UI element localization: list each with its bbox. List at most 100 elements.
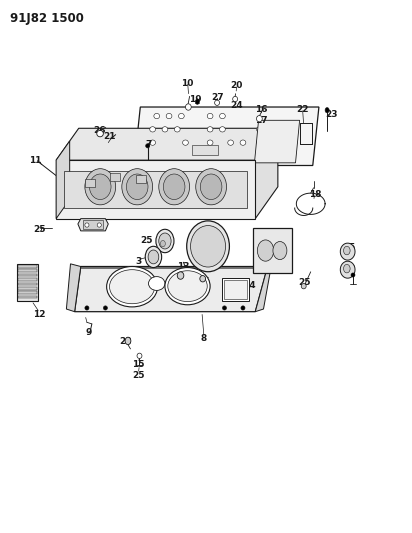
Ellipse shape bbox=[148, 250, 159, 264]
Ellipse shape bbox=[207, 140, 213, 146]
Ellipse shape bbox=[301, 284, 306, 289]
Polygon shape bbox=[75, 266, 267, 312]
Text: 7: 7 bbox=[145, 140, 152, 149]
Bar bbox=[110, 173, 120, 181]
Text: 20: 20 bbox=[231, 81, 243, 90]
Ellipse shape bbox=[257, 116, 262, 122]
Bar bbox=[17, 264, 37, 301]
Ellipse shape bbox=[107, 266, 157, 307]
Text: 91J82 1500: 91J82 1500 bbox=[10, 12, 84, 26]
Ellipse shape bbox=[187, 221, 229, 272]
Ellipse shape bbox=[207, 114, 213, 119]
Ellipse shape bbox=[159, 233, 171, 249]
Bar bbox=[64, 171, 247, 208]
Bar bbox=[192, 146, 218, 155]
Ellipse shape bbox=[185, 104, 191, 110]
Polygon shape bbox=[81, 266, 267, 268]
Polygon shape bbox=[340, 243, 355, 260]
Ellipse shape bbox=[269, 140, 274, 146]
Ellipse shape bbox=[258, 240, 274, 261]
Text: 2: 2 bbox=[211, 238, 218, 247]
Bar bbox=[18, 278, 37, 281]
Text: 18: 18 bbox=[309, 190, 321, 199]
Polygon shape bbox=[66, 264, 81, 312]
Ellipse shape bbox=[125, 337, 131, 345]
Text: 25: 25 bbox=[132, 371, 145, 380]
Ellipse shape bbox=[165, 268, 210, 305]
Ellipse shape bbox=[215, 100, 220, 106]
Ellipse shape bbox=[257, 127, 262, 132]
Text: 26: 26 bbox=[93, 126, 105, 135]
Text: 22: 22 bbox=[296, 105, 309, 114]
Ellipse shape bbox=[200, 174, 222, 199]
Ellipse shape bbox=[137, 353, 142, 359]
Text: 10: 10 bbox=[181, 78, 194, 87]
Polygon shape bbox=[78, 219, 108, 231]
Text: 23: 23 bbox=[325, 110, 337, 119]
Ellipse shape bbox=[156, 229, 174, 253]
Ellipse shape bbox=[241, 306, 245, 310]
Text: 9: 9 bbox=[86, 328, 92, 337]
Ellipse shape bbox=[177, 272, 184, 279]
Ellipse shape bbox=[166, 114, 172, 119]
Polygon shape bbox=[56, 141, 70, 219]
Text: 12: 12 bbox=[33, 310, 46, 319]
Ellipse shape bbox=[85, 168, 116, 205]
Text: 25: 25 bbox=[198, 277, 210, 286]
Ellipse shape bbox=[89, 174, 111, 199]
Ellipse shape bbox=[162, 127, 168, 132]
Ellipse shape bbox=[183, 140, 188, 146]
Ellipse shape bbox=[126, 174, 148, 199]
Bar bbox=[18, 265, 37, 268]
Text: 8: 8 bbox=[201, 334, 207, 343]
Ellipse shape bbox=[200, 276, 206, 282]
Text: 16: 16 bbox=[255, 105, 268, 114]
Text: 27: 27 bbox=[211, 93, 223, 102]
Bar bbox=[136, 174, 146, 182]
Ellipse shape bbox=[122, 168, 152, 205]
Text: 28: 28 bbox=[119, 337, 132, 346]
Ellipse shape bbox=[103, 306, 108, 310]
Ellipse shape bbox=[273, 241, 287, 260]
Ellipse shape bbox=[233, 96, 238, 102]
Ellipse shape bbox=[110, 270, 154, 304]
Bar bbox=[224, 280, 248, 299]
Text: 25: 25 bbox=[298, 278, 311, 287]
Polygon shape bbox=[340, 261, 355, 278]
Bar bbox=[222, 278, 249, 301]
Text: 25: 25 bbox=[140, 237, 153, 246]
Ellipse shape bbox=[207, 127, 213, 132]
Text: 24: 24 bbox=[230, 101, 243, 110]
Polygon shape bbox=[255, 264, 272, 312]
Ellipse shape bbox=[269, 127, 274, 132]
Ellipse shape bbox=[220, 127, 225, 132]
Text: 11: 11 bbox=[29, 156, 42, 165]
Ellipse shape bbox=[285, 134, 291, 139]
Ellipse shape bbox=[344, 246, 350, 255]
Ellipse shape bbox=[190, 225, 225, 267]
Ellipse shape bbox=[150, 127, 155, 132]
Bar bbox=[18, 296, 37, 298]
Polygon shape bbox=[56, 128, 278, 160]
Ellipse shape bbox=[196, 168, 227, 205]
Bar bbox=[18, 287, 37, 289]
Text: 14: 14 bbox=[243, 280, 255, 289]
Text: 3: 3 bbox=[135, 257, 141, 265]
Ellipse shape bbox=[150, 140, 155, 146]
Polygon shape bbox=[255, 120, 300, 163]
Text: 1: 1 bbox=[283, 244, 289, 253]
Ellipse shape bbox=[97, 223, 101, 227]
Text: 4: 4 bbox=[162, 233, 168, 242]
Ellipse shape bbox=[145, 144, 150, 148]
Ellipse shape bbox=[85, 306, 89, 310]
Text: 21: 21 bbox=[103, 132, 116, 141]
Ellipse shape bbox=[220, 114, 225, 119]
Polygon shape bbox=[134, 107, 319, 165]
Bar bbox=[18, 274, 37, 277]
Bar bbox=[18, 282, 37, 285]
Ellipse shape bbox=[159, 168, 190, 205]
Bar bbox=[85, 179, 95, 187]
Polygon shape bbox=[56, 160, 255, 219]
Ellipse shape bbox=[168, 271, 207, 302]
Ellipse shape bbox=[145, 246, 162, 268]
